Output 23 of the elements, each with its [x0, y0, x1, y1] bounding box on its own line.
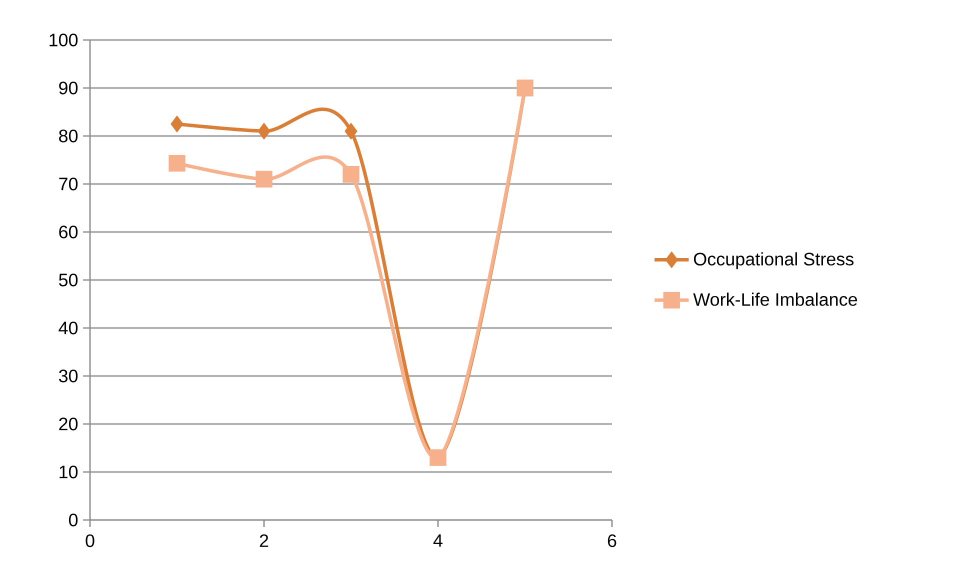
- y-tick-label: 70: [59, 178, 78, 190]
- point: [168, 155, 186, 172]
- y-tick-label: 20: [59, 418, 78, 430]
- y-tick-label: 80: [59, 130, 78, 142]
- y-tick-label: 0: [69, 514, 78, 526]
- y-tick-label: 30: [58, 370, 78, 382]
- y-tick-label: 90: [59, 82, 78, 94]
- y-tick-label: 60: [59, 226, 78, 238]
- x-tick-label: 2: [260, 534, 268, 547]
- point: [344, 122, 358, 140]
- legend-label: Work-Life Imbalance: [693, 292, 858, 306]
- point: [342, 166, 360, 183]
- legend-label: Occupational Stress: [694, 252, 854, 270]
- y-tick-label: 50: [58, 274, 78, 286]
- point: [258, 122, 270, 140]
- point: [256, 170, 272, 188]
- y-tick-label: 10: [60, 466, 78, 478]
- x-tick-label: 6: [608, 534, 616, 548]
- y-tick-label: 40: [58, 322, 78, 334]
- x-tick-label: 0: [86, 534, 94, 548]
- x-tick-label: 4: [433, 534, 442, 547]
- point: [170, 116, 184, 132]
- y-tick-label: 100: [50, 34, 78, 46]
